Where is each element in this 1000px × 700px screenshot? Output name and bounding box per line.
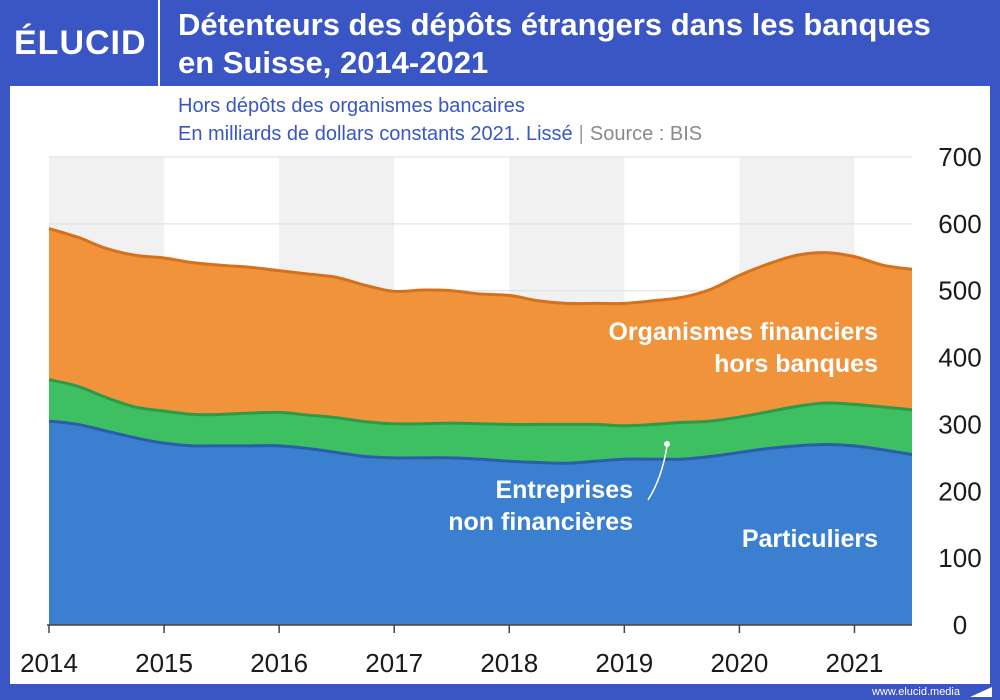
y-tick-label-100: 100 — [938, 543, 981, 573]
line-particuliers — [48, 419, 913, 465]
y-tick-label-500: 500 — [938, 276, 981, 306]
label-organismes-line1: Organismes financiers — [608, 318, 878, 346]
y-tick-label-0: 0 — [953, 610, 967, 640]
subtitle-separator: | — [578, 123, 584, 145]
area-entreprises — [49, 379, 912, 464]
elucid-logo: ÉLUCID — [14, 24, 147, 62]
label-particuliers: Particuliers — [742, 525, 878, 553]
line-organismes — [48, 227, 913, 306]
x-tick-label-2018: 2018 — [480, 648, 538, 678]
y-tick-label-700: 700 — [938, 142, 981, 172]
entreprises-pointer-dot — [664, 441, 670, 447]
x-tick-label-2014: 2014 — [20, 648, 78, 678]
label-entreprises-line1: Entreprises — [495, 476, 633, 504]
area-particuliers — [49, 421, 912, 625]
x-tick-label-2020: 2020 — [710, 648, 768, 678]
y-tick-label-300: 300 — [938, 409, 981, 439]
x-tick-label-2017: 2017 — [365, 648, 423, 678]
label-organismes-line2: hors banques — [714, 350, 878, 378]
x-tick-label-2019: 2019 — [595, 648, 653, 678]
header: ÉLUCID Détenteurs des dépôts étrangers d… — [0, 0, 1000, 86]
subtitle-line2: En milliards de dollars constants 2021. … — [178, 120, 702, 148]
x-tick-label-2021: 2021 — [826, 648, 884, 678]
area-organismes — [49, 228, 912, 426]
footer-url: www.elucid.media — [871, 686, 960, 698]
source-label: Source : BIS — [589, 123, 703, 145]
line-entreprises — [48, 378, 913, 428]
label-entreprises-line2: non financières — [448, 508, 633, 536]
y-tick-label-400: 400 — [938, 343, 981, 373]
chart-title-line2: en Suisse, 2014-2021 — [178, 45, 489, 80]
entreprises-pointer-line — [647, 445, 668, 501]
subtitle-line1: Hors dépôts des organismes bancaires — [178, 95, 525, 117]
logo-box: ÉLUCID — [0, 0, 160, 86]
x-tick-label-2015: 2015 — [135, 648, 193, 678]
chart-title-line1: Détenteurs des dépôts étrangers dans les… — [178, 7, 931, 42]
chart-title: Détenteurs des dépôts étrangers dans les… — [178, 6, 993, 82]
elucid-mark-icon — [970, 687, 992, 697]
subtitle-units: En milliards de dollars constants 2021. … — [178, 123, 573, 145]
chart-subtitle: Hors dépôts des organismes bancaires En … — [178, 92, 702, 148]
y-tick-label-200: 200 — [938, 476, 981, 506]
x-tick-label-2016: 2016 — [250, 648, 308, 678]
y-tick-label-600: 600 — [938, 209, 981, 239]
